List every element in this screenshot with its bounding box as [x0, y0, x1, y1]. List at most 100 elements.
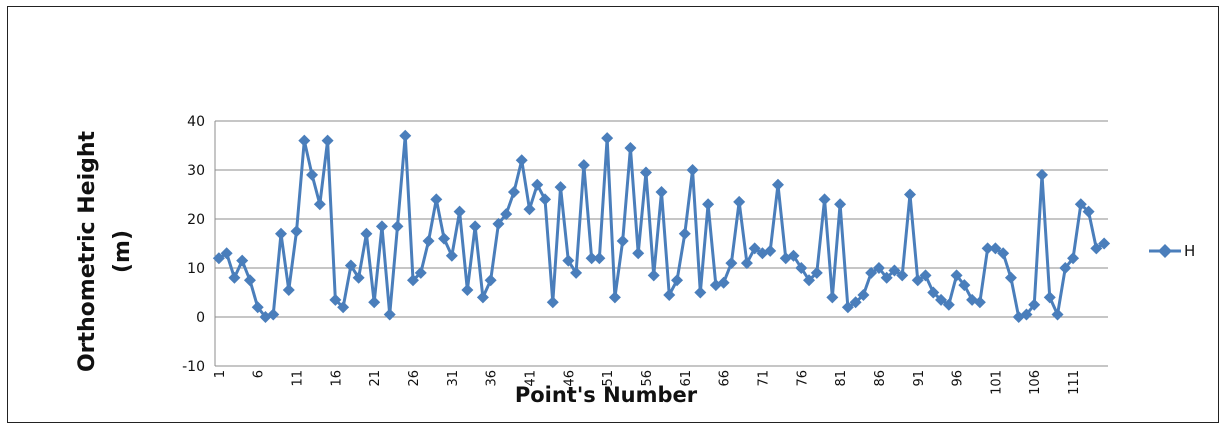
data-point [445, 249, 458, 262]
data-point [306, 168, 319, 181]
data-point [997, 247, 1010, 260]
data-point [1028, 298, 1041, 311]
data-point [507, 186, 520, 199]
data-point [787, 249, 800, 262]
x-axis-title: Point's Number [515, 383, 698, 407]
data-point [461, 284, 474, 297]
series-line-h [218, 134, 1105, 319]
x-tick-labels: 1 6 11 16 21 26 31 36 41 46 51 56 61 66 71 76 81 86 91 96 10… [213, 370, 1082, 395]
data-point [290, 225, 303, 238]
data-point [360, 227, 373, 240]
data-point [841, 301, 854, 314]
data-point [282, 284, 295, 297]
data-point [236, 254, 249, 267]
data-point [717, 276, 730, 289]
data-point [632, 247, 645, 260]
data-point [810, 266, 823, 279]
chart-frame: -10 0 10 20 30 40 1 6 11 16 21 26 31 36 41 46 51 56 61 66 7… [7, 6, 1219, 423]
data-point [865, 266, 878, 279]
data-point [601, 132, 614, 145]
data-point [624, 141, 637, 154]
data-point [973, 296, 986, 309]
data-point [313, 198, 326, 211]
data-point [453, 205, 466, 218]
data-point [663, 288, 676, 301]
y-tick-label: -10 [182, 359, 205, 375]
y-axis-title-line: (m) [110, 230, 135, 273]
data-point [725, 257, 738, 270]
data-point [903, 188, 916, 201]
x-tick-label: 11 [291, 370, 306, 387]
y-tick-label: 20 [187, 212, 205, 228]
data-point [818, 193, 831, 206]
data-point [562, 254, 575, 267]
data-point [795, 262, 808, 274]
data-point [896, 269, 909, 282]
x-tick-label: 106 [1028, 370, 1043, 395]
gridlines [214, 120, 1108, 367]
data-point [1020, 308, 1033, 321]
data-point [267, 308, 280, 321]
data-point [888, 264, 901, 277]
data-point [1004, 271, 1017, 284]
data-point [407, 274, 420, 287]
x-tick-label: 31 [446, 370, 461, 387]
data-point [577, 159, 590, 172]
data-point [500, 208, 513, 221]
x-tick-label: 71 [756, 370, 771, 387]
data-point [655, 186, 668, 199]
data-point [337, 301, 350, 314]
data-point [639, 166, 652, 179]
data-point [492, 217, 505, 230]
data-point [1067, 252, 1080, 265]
data-point [476, 291, 489, 304]
x-tick-label: 101 [989, 370, 1004, 395]
x-tick-label: 16 [329, 370, 344, 387]
data-point [647, 269, 660, 282]
y-axis-title-line: Orthometric Height [75, 130, 100, 372]
data-point [803, 274, 816, 287]
data-point [671, 274, 684, 287]
data-point [733, 195, 746, 208]
x-tick-label: 66 [718, 370, 733, 387]
data-point [694, 286, 707, 299]
data-point [748, 242, 761, 255]
data-point [430, 193, 443, 206]
data-point [989, 242, 1002, 255]
x-tick-label: 81 [834, 370, 849, 387]
legend-marker [1158, 244, 1172, 258]
data-point [546, 296, 559, 309]
x-tick-label: 76 [795, 370, 810, 387]
data-point [1059, 262, 1072, 274]
x-tick-label: 96 [951, 370, 966, 387]
data-point [484, 274, 497, 287]
data-point [616, 235, 629, 248]
data-point [515, 154, 528, 167]
data-point [220, 247, 233, 260]
data-point [329, 293, 342, 306]
data-point [849, 296, 862, 309]
data-point [608, 291, 621, 304]
x-tick-label: 21 [368, 370, 383, 387]
data-point [531, 178, 544, 191]
data-point [391, 220, 404, 233]
x-tick-label: 91 [912, 370, 927, 387]
data-point [368, 296, 381, 309]
data-point [919, 269, 932, 282]
x-tick-label: 86 [873, 370, 888, 387]
data-point [438, 232, 451, 245]
data-point [857, 288, 870, 301]
data-point [981, 242, 994, 255]
data-point [1035, 168, 1048, 181]
data-point [764, 244, 777, 257]
data-point [826, 291, 839, 304]
data-point [1043, 291, 1056, 304]
data-point [958, 279, 971, 292]
y-tick-label: 10 [187, 261, 205, 277]
x-tick-label: 26 [407, 370, 422, 387]
data-point [375, 220, 388, 233]
x-tick-label: 6 [252, 370, 267, 378]
data-point [554, 181, 567, 194]
y-tick-label: 30 [187, 163, 205, 179]
